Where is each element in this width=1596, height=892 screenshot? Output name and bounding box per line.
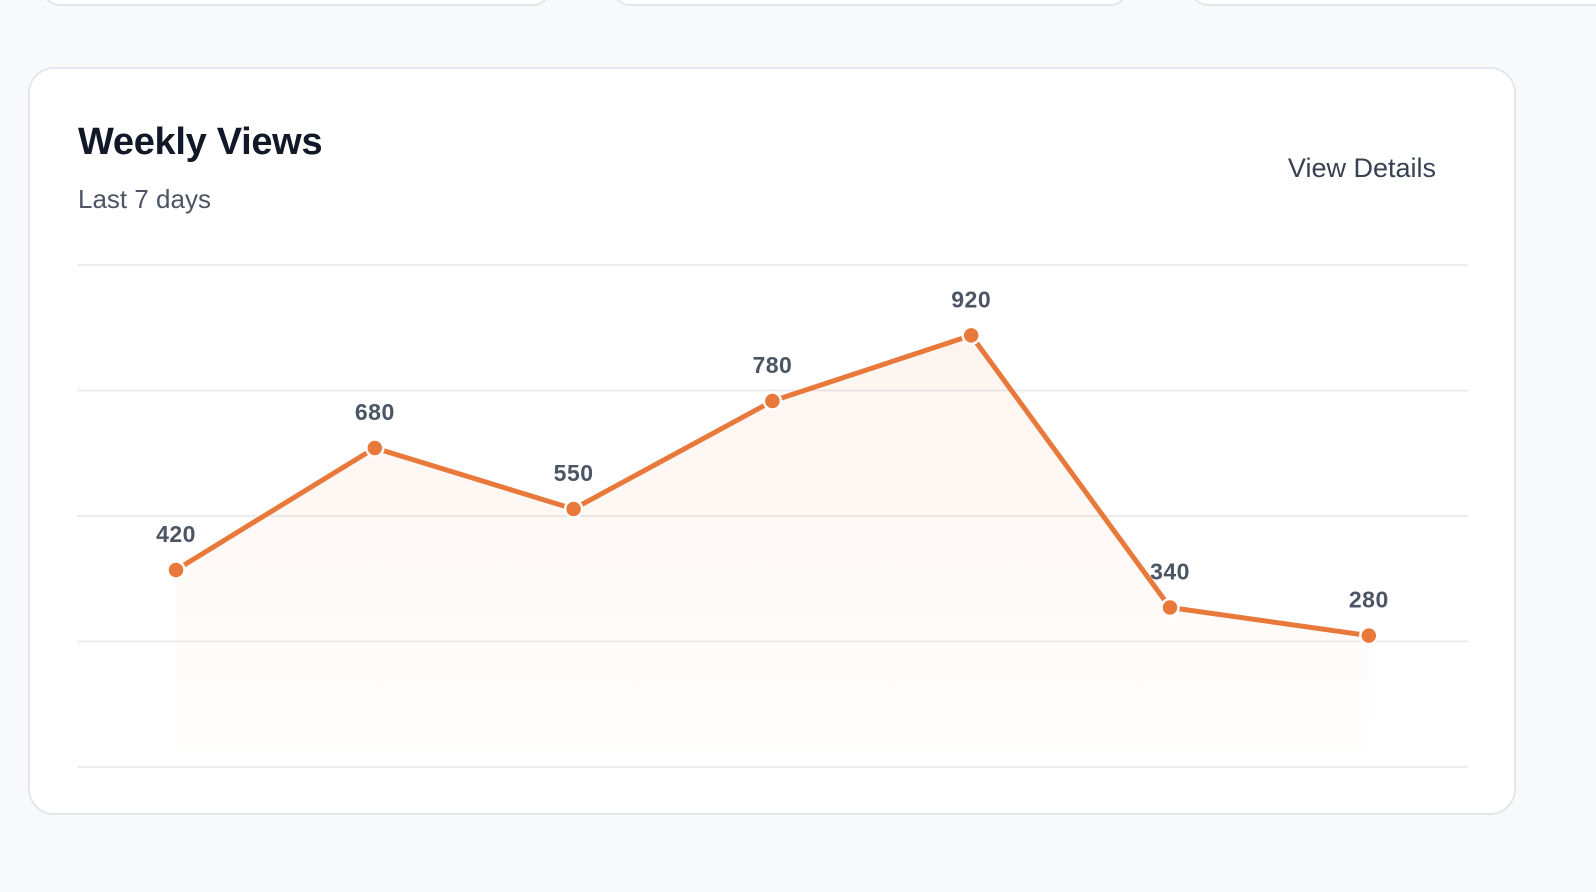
- data-label: 550: [554, 460, 594, 486]
- data-label: 920: [951, 286, 991, 312]
- data-point[interactable]: [762, 391, 783, 411]
- data-label: 680: [355, 399, 395, 425]
- data-label: 280: [1349, 587, 1389, 613]
- view-details-link[interactable]: View Details: [1287, 153, 1436, 183]
- card-subtitle: Last 7 days: [78, 184, 211, 214]
- data-point[interactable]: [563, 499, 584, 519]
- series-area: [176, 335, 1369, 749]
- data-point[interactable]: [1160, 597, 1180, 618]
- card-title: Weekly Views: [78, 121, 323, 163]
- data-point[interactable]: [365, 438, 385, 458]
- data-point[interactable]: [961, 325, 981, 346]
- data-point[interactable]: [1359, 625, 1379, 646]
- data-point[interactable]: [166, 560, 186, 580]
- data-label: 420: [156, 521, 196, 547]
- data-label: 340: [1150, 558, 1190, 584]
- data-label: 780: [752, 352, 792, 378]
